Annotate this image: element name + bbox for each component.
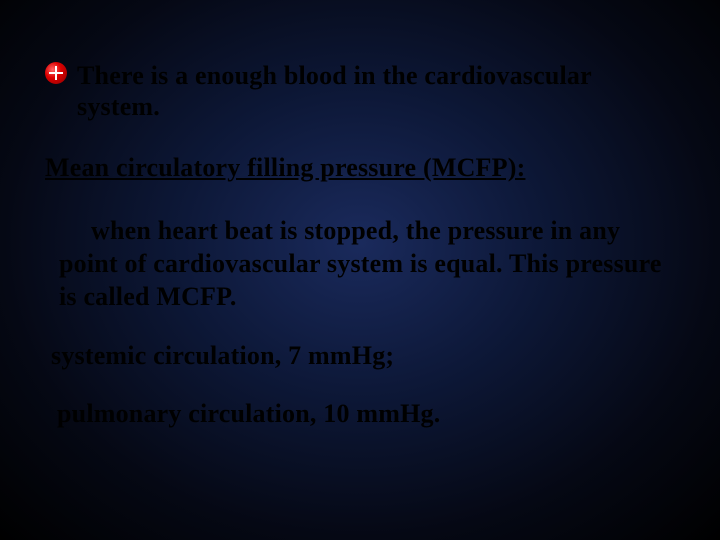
bullet-item: There is a enough blood in the cardiovas…: [45, 60, 675, 122]
body-paragraph: when heart beat is stopped, the pressure…: [59, 214, 675, 314]
slide-container: There is a enough blood in the cardiovas…: [0, 0, 720, 540]
plus-circle-icon: [45, 62, 69, 86]
pulmonary-line: pulmonary circulation, 10 mmHg.: [57, 399, 675, 429]
systemic-line: systemic circulation, 7 mmHg;: [51, 341, 675, 371]
body-text: when heart beat is stopped, the pressure…: [59, 216, 662, 312]
bullet-text: There is a enough blood in the cardiovas…: [77, 60, 675, 122]
section-heading: Mean circulatory filling pressure (MCFP)…: [45, 152, 675, 183]
